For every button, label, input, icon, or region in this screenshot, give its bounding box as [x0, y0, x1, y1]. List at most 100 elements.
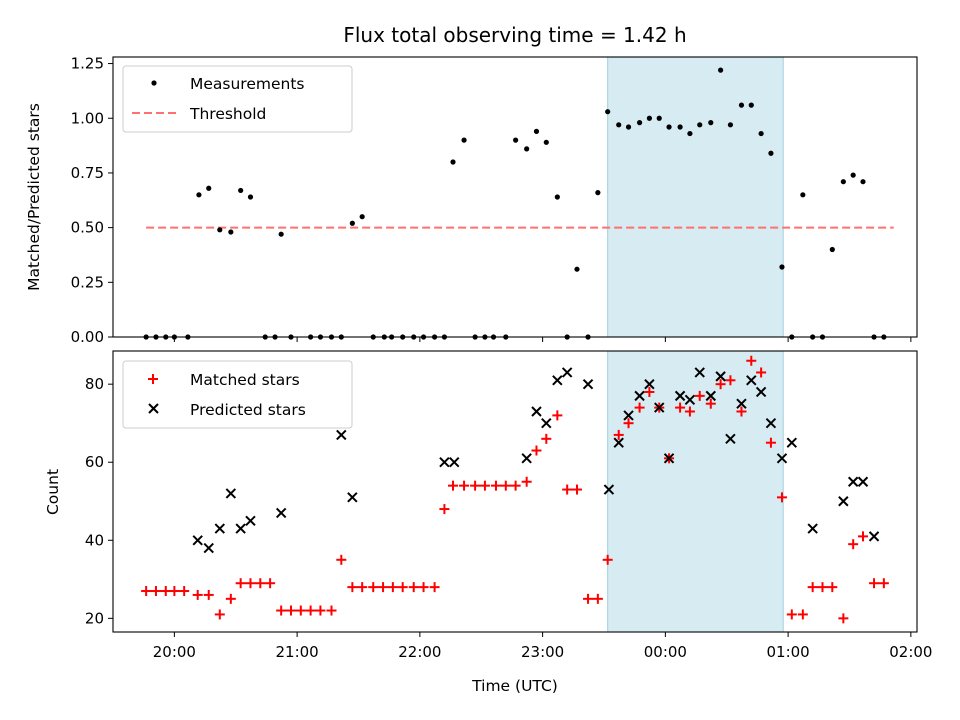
matched-star-point	[408, 582, 419, 593]
x-tick-label: 01:00	[766, 643, 809, 661]
predicted-star-point	[755, 386, 767, 398]
matched-star-point	[305, 605, 316, 616]
matched-stars-points	[141, 355, 889, 624]
matched-star-point	[583, 593, 594, 604]
y-tick-label: 0.75	[71, 164, 104, 182]
predicted-star-point	[857, 476, 869, 487]
measurement-point	[206, 185, 212, 191]
matched-star-point	[225, 593, 236, 604]
matched-star-point	[746, 355, 757, 366]
matched-star-point	[214, 609, 225, 620]
predicted-star-point	[439, 457, 450, 468]
matched-star-point	[141, 586, 152, 597]
matched-star-point	[827, 582, 838, 593]
matched-star-point	[160, 586, 171, 597]
matched-star-point	[235, 578, 246, 589]
matched-star-point	[418, 582, 429, 593]
bottom-axes-frame	[112, 350, 918, 633]
measurement-point	[768, 150, 774, 156]
matched-star-point	[347, 582, 358, 593]
legend-matched-label: Matched stars	[190, 371, 300, 389]
matched-star-point	[848, 539, 859, 550]
measurement-point	[278, 231, 284, 237]
x-tick-label: 20:00	[153, 643, 196, 661]
measurement-point	[513, 137, 519, 143]
matched-star-point	[715, 379, 726, 390]
top-y-axis-label: Matched/Predicted stars	[25, 103, 43, 291]
matched-star-point	[429, 582, 440, 593]
measurement-point	[779, 264, 785, 270]
predicted-star-point	[541, 417, 552, 429]
measurement-point	[247, 194, 254, 200]
matched-star-point	[245, 578, 256, 589]
bottom-legend: Matched stars Predicted stars	[122, 360, 353, 429]
matched-star-point	[490, 480, 501, 491]
predicted-star-point	[838, 496, 849, 507]
chart-title: Flux total observing time = 1.42 h	[343, 23, 686, 47]
measurement-point	[800, 192, 806, 198]
top-panel: 0.00 0.25 0.50 0.75 1.00 1.25 Matched/Predict…	[25, 55, 918, 346]
predicted-star-point	[336, 429, 347, 441]
matched-star-point	[705, 398, 716, 409]
matched-star-point	[470, 480, 481, 491]
matched-star-point	[192, 589, 203, 600]
matched-star-point	[448, 480, 459, 491]
matched-star-point	[203, 589, 214, 600]
predicted-star-point	[807, 523, 818, 534]
predicted-star-point	[776, 453, 788, 464]
measurement-point	[605, 109, 611, 115]
matched-star-point	[878, 578, 889, 589]
matched-star-point	[756, 367, 767, 378]
measurement-point	[524, 146, 530, 152]
matched-star-point	[521, 476, 532, 487]
measurement-point	[697, 122, 703, 128]
matched-star-point	[531, 445, 542, 456]
matched-star-point	[817, 582, 828, 593]
matched-star-point	[634, 402, 645, 413]
measurement-point	[217, 227, 223, 233]
matched-star-point	[725, 375, 736, 386]
matched-star-point	[571, 484, 582, 495]
matched-star-point	[276, 605, 287, 616]
measurement-point	[625, 124, 632, 130]
top-legend-box	[122, 65, 353, 133]
predicted-star-point	[449, 457, 460, 468]
measurement-point	[860, 179, 866, 185]
predicted-star-point	[192, 535, 203, 546]
x-tick-label: 02:00	[889, 643, 932, 661]
observing-window-span	[607, 350, 784, 633]
x-tick-label: 22:00	[398, 643, 441, 661]
matched-star-point	[255, 578, 266, 589]
predicted-star-point	[275, 507, 287, 519]
matched-star-point	[797, 609, 808, 620]
y-tick-label: 0.50	[71, 219, 104, 237]
matched-star-point	[776, 492, 787, 503]
measurement-point	[359, 214, 365, 220]
matched-star-point	[694, 390, 705, 401]
y-tick-label: 60	[85, 453, 104, 471]
predicted-star-point	[765, 417, 777, 429]
measurement-point	[616, 122, 622, 128]
predicted-star-point	[214, 523, 225, 534]
measurement-point	[636, 120, 643, 126]
predicted-star-point	[786, 437, 798, 448]
measurement-point	[829, 246, 835, 253]
matched-star-point	[592, 593, 603, 604]
predicted-star-point	[684, 394, 696, 405]
matched-star-point	[765, 437, 776, 448]
top-legend: Measurements Threshold	[122, 65, 353, 133]
matched-star-point	[387, 582, 398, 593]
measurement-point	[727, 122, 734, 128]
predicted-star-point	[531, 406, 542, 417]
matched-star-point	[602, 554, 613, 565]
predicted-star-point	[736, 398, 747, 409]
predicted-star-point	[746, 375, 757, 386]
predicted-star-point	[674, 390, 686, 402]
matched-star-point	[510, 480, 521, 491]
legend-predicted-label: Predicted stars	[190, 401, 306, 419]
y-tick-label: 0.25	[71, 273, 104, 291]
matched-star-point	[857, 531, 868, 542]
measurement-point	[850, 172, 856, 178]
measurement-point	[656, 115, 662, 121]
